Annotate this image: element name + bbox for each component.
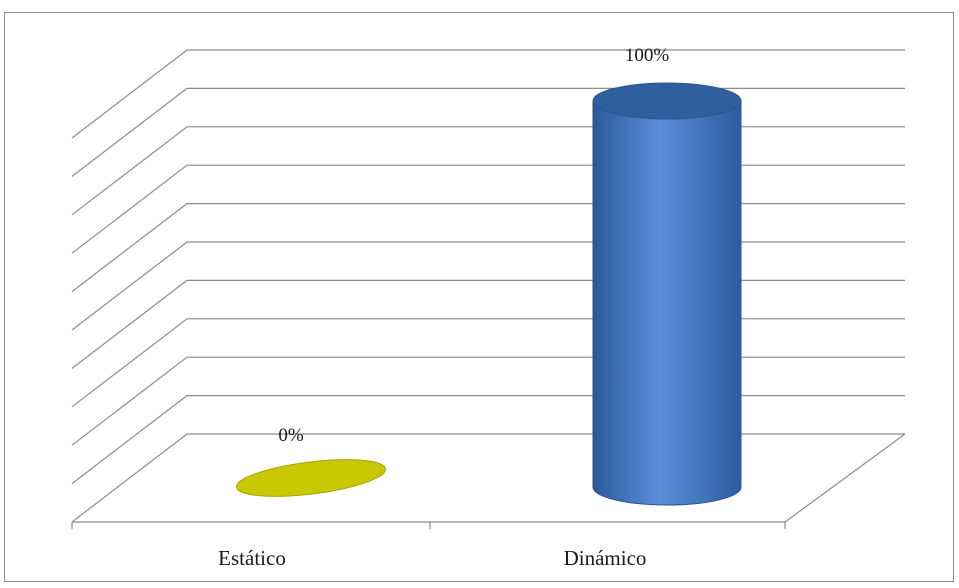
gridline <box>71 87 905 177</box>
bars <box>236 82 742 506</box>
bar-dinámico <box>592 100 742 506</box>
bar-estático <box>236 459 386 497</box>
gridline <box>71 126 905 216</box>
gridline <box>71 164 905 254</box>
gridline <box>71 356 905 446</box>
gridline <box>71 318 905 408</box>
bar-top-cap <box>592 82 742 120</box>
gridline <box>71 203 905 293</box>
grid-lines <box>71 49 905 523</box>
x-tick-label: Dinámico <box>564 546 647 570</box>
data-label: 100% <box>625 45 670 66</box>
gridline <box>71 433 905 523</box>
axes <box>71 433 906 529</box>
gridline <box>71 241 905 331</box>
labels: 0% Estático 100% Dinámico <box>218 45 669 570</box>
floor-right-edge <box>784 433 906 523</box>
data-label: 0% <box>278 425 304 446</box>
gridline <box>71 395 905 485</box>
gridline <box>71 279 905 369</box>
x-tick-label: Estático <box>218 546 286 570</box>
gridline <box>71 49 905 139</box>
